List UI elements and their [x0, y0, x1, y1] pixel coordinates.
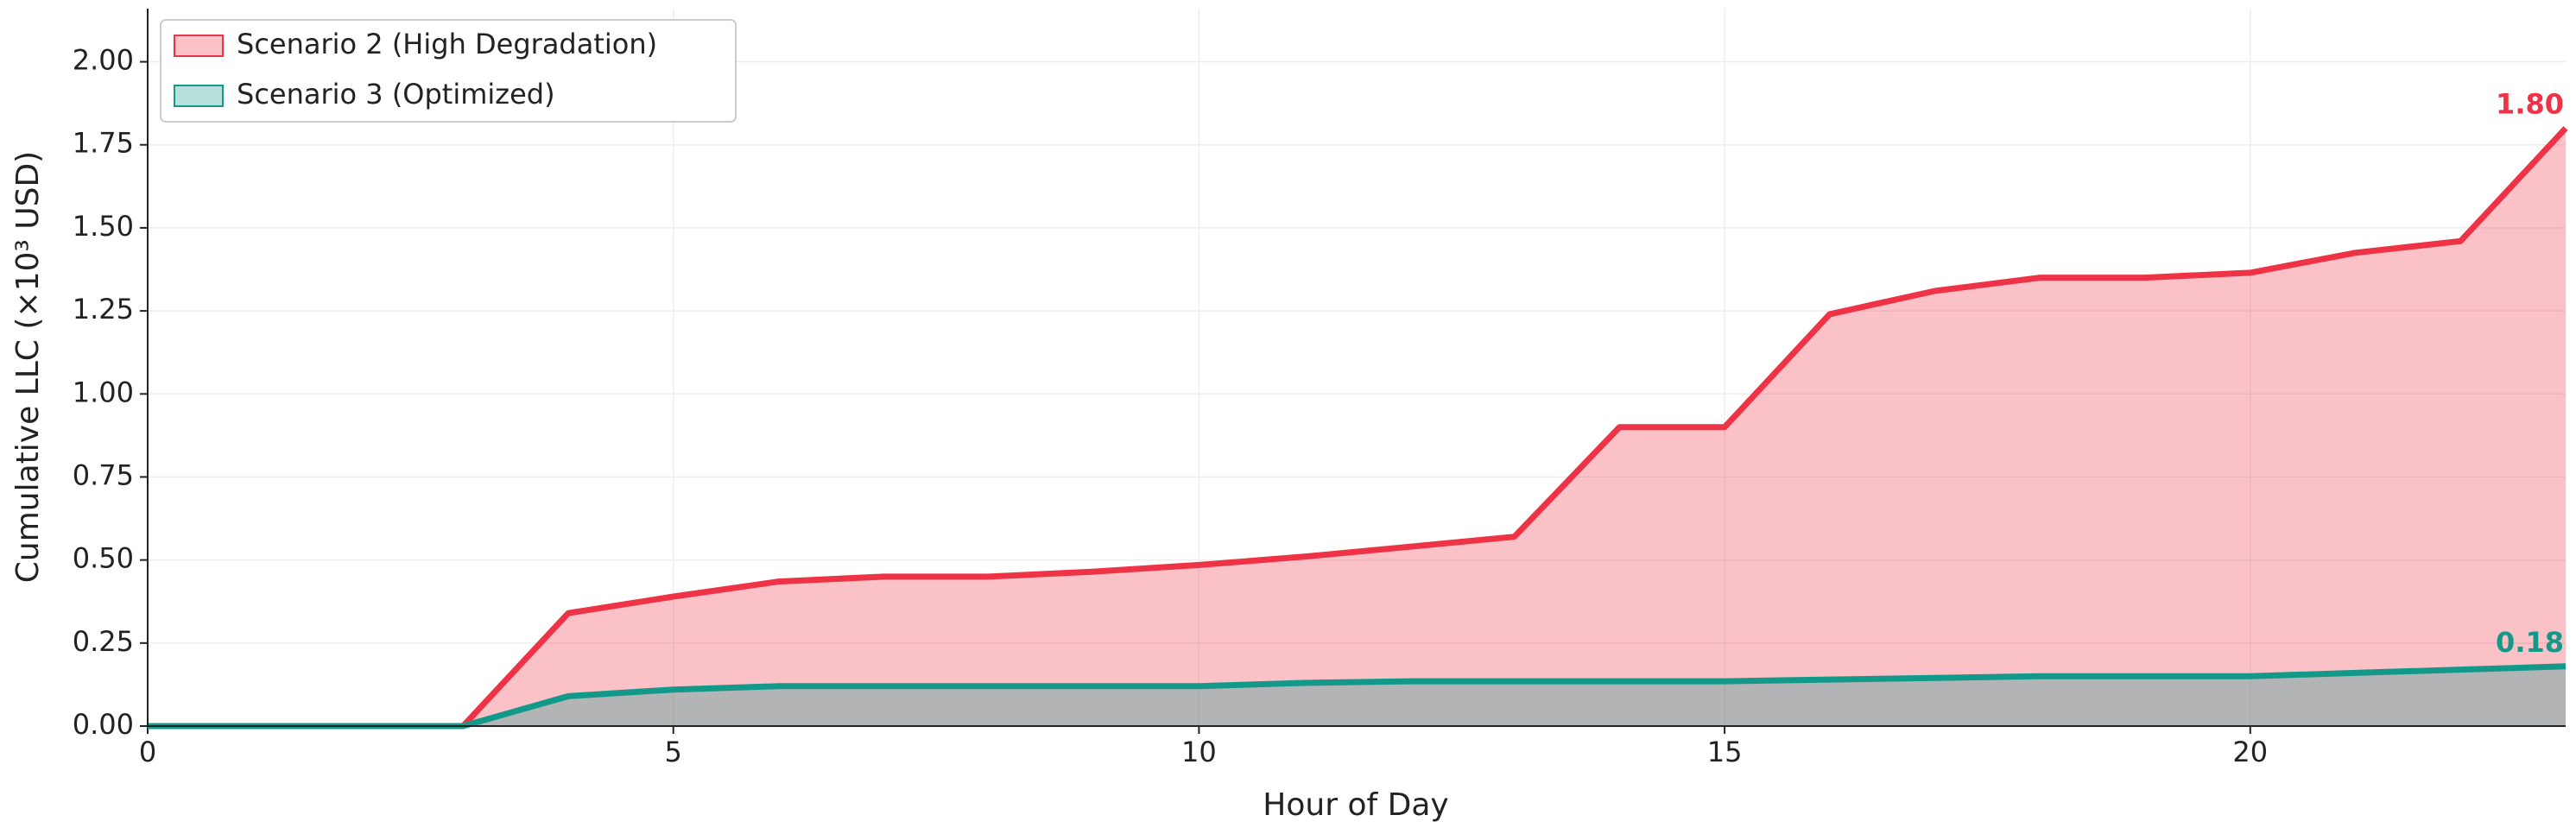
legend-swatch: [174, 35, 224, 57]
y-axis-label: Cumulative LLC (×10³ USD): [10, 151, 46, 583]
y-tick-label: 1.25: [73, 293, 134, 325]
legend-box: [160, 19, 737, 123]
y-tick-label: 1.75: [73, 127, 134, 160]
legend-swatch: [174, 85, 224, 107]
y-tick-label: 0.50: [73, 542, 134, 575]
y-tick-label: 1.50: [73, 210, 134, 243]
x-tick-label: 10: [1181, 736, 1217, 768]
value-label: 1.80: [2496, 88, 2564, 121]
y-tick-label: 0.00: [73, 708, 134, 741]
area-fill: [148, 666, 2566, 726]
x-tick-label: 0: [139, 736, 156, 768]
area-fill: [148, 128, 2566, 726]
y-tick-label: 0.75: [73, 458, 134, 491]
x-tick-label: 15: [1707, 736, 1743, 768]
series-line: [148, 663, 2567, 730]
y-tick-label: 0.25: [73, 625, 134, 658]
value-label: 0.18: [2496, 626, 2564, 659]
legend-label: Scenario 2 (High Degradation): [237, 28, 657, 60]
x-tick-label: 20: [2232, 736, 2268, 768]
y-tick-label: 2.00: [73, 44, 134, 77]
series-line: [148, 126, 2568, 730]
y-tick-label: 1.00: [73, 376, 134, 408]
legend-label: Scenario 3 (Optimized): [237, 78, 555, 111]
x-axis-label: Hour of Day: [1263, 787, 1448, 823]
x-tick-label: 5: [665, 736, 682, 768]
